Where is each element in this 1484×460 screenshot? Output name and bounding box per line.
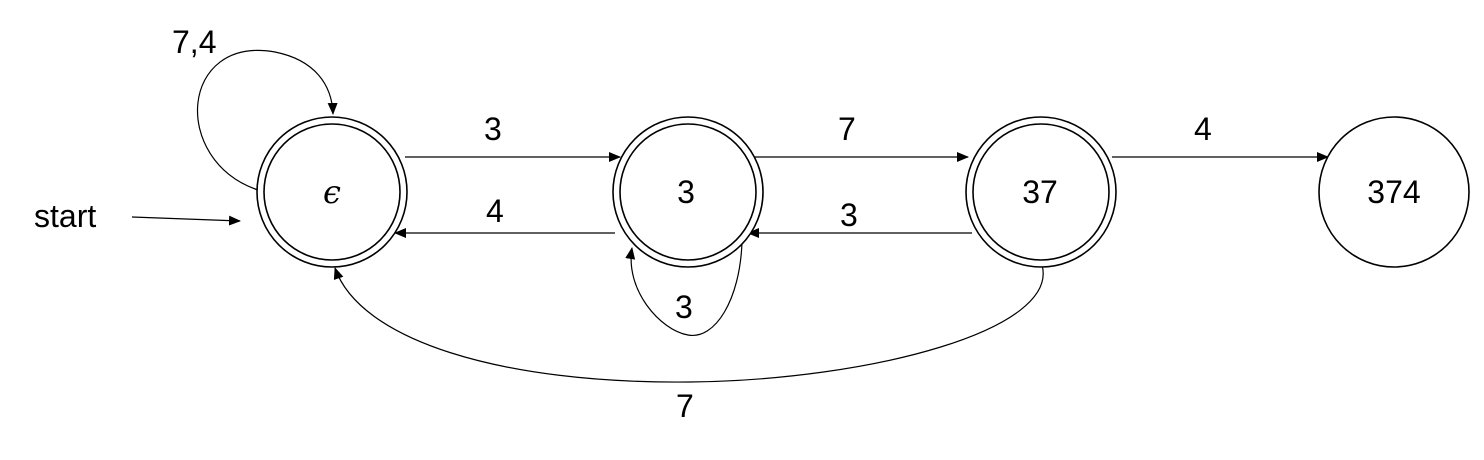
transition-q2-q3-label: 4 <box>1194 111 1212 147</box>
transition-q2-q0-arrow <box>333 264 1044 383</box>
transition-q2-q1-label: 3 <box>840 197 858 233</box>
transition-q0-self-label: 7,4 <box>172 24 216 60</box>
transition-q0-q1-label: 3 <box>484 111 502 147</box>
transition-q1-q2-label: 7 <box>838 111 856 147</box>
start-arrow <box>131 215 241 226</box>
state-3-label: 3 <box>677 174 695 210</box>
state-37: 37 <box>965 116 1117 268</box>
state-374: 374 <box>1318 116 1470 268</box>
transition-q2-q0-label: 7 <box>676 388 694 424</box>
transition-q1-self-label: 3 <box>675 289 693 325</box>
state-374-label: 374 <box>1367 174 1420 210</box>
transition-q1-self-arrow <box>625 241 743 336</box>
state-epsilon: ϵ <box>256 116 408 268</box>
transition-q1-q0-label: 4 <box>486 193 504 229</box>
start-label: start <box>34 198 96 234</box>
state-epsilon-label: ϵ <box>323 173 341 211</box>
state-3: 3 <box>612 116 764 268</box>
state-37-label: 37 <box>1022 174 1058 210</box>
transition-q0-self-arrow <box>196 49 338 191</box>
